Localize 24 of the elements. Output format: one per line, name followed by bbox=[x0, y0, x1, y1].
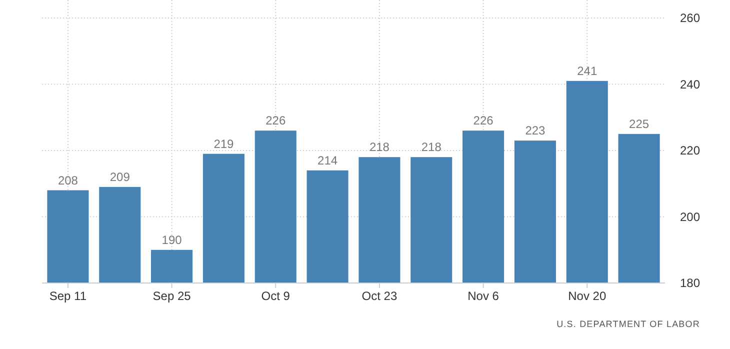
x-tick-label: Nov 20 bbox=[568, 289, 606, 303]
data-label: 223 bbox=[525, 124, 546, 138]
x-tick-label: Sep 11 bbox=[49, 289, 87, 303]
y-tick-label: 260 bbox=[680, 11, 700, 25]
y-tick-label: 200 bbox=[680, 210, 700, 224]
data-label: 219 bbox=[214, 136, 234, 151]
data-label: 226 bbox=[266, 114, 286, 128]
data-label: 241 bbox=[577, 64, 598, 78]
x-tick-label: Oct 9 bbox=[261, 289, 290, 303]
data-label: 226 bbox=[473, 114, 494, 128]
data-label: 218 bbox=[421, 140, 442, 154]
data-label: 190 bbox=[162, 232, 182, 247]
x-tick-label: Oct 23 bbox=[362, 289, 398, 303]
y-tick-label: 240 bbox=[680, 77, 700, 92]
data-label: 225 bbox=[629, 116, 650, 131]
y-tick-label: 220 bbox=[680, 144, 700, 158]
y-tick-label: 180 bbox=[680, 276, 700, 290]
data-label: 208 bbox=[58, 173, 78, 188]
text: U.S. DEPARTMENT OF LABOR bbox=[556, 319, 700, 329]
data-label: 218 bbox=[369, 140, 390, 154]
x-tick-label: Nov 6 bbox=[468, 289, 500, 303]
x-tick-label: Sep 25 bbox=[152, 289, 192, 303]
data-label: 214 bbox=[318, 153, 338, 168]
data-label: 209 bbox=[110, 170, 130, 184]
